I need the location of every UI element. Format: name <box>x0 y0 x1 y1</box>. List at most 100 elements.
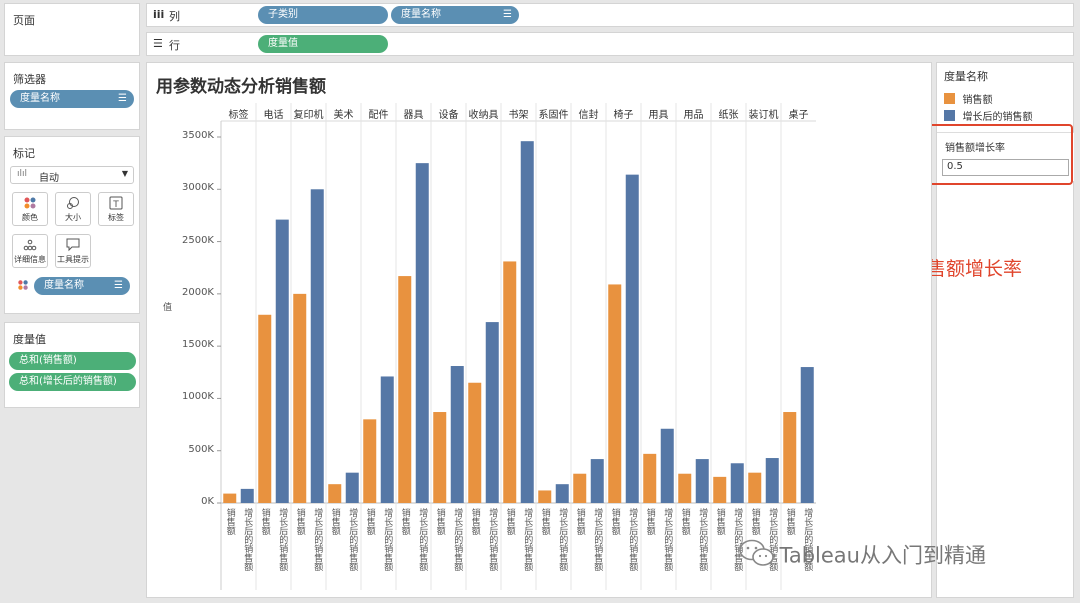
bar[interactable] <box>468 382 482 503</box>
x-tick-label: 增长后的销售额 <box>802 508 813 571</box>
detail-button[interactable]: 详细信息 <box>12 234 48 268</box>
pill-label: 总和(增长后的销售额) <box>19 376 117 387</box>
legend-swatch <box>944 93 955 104</box>
bar[interactable] <box>713 476 727 503</box>
x-tick-label: 增长后的销售额 <box>767 508 778 571</box>
legend-item-grown-sales[interactable]: 增长后的销售额 <box>944 108 1033 123</box>
bar[interactable] <box>433 412 447 503</box>
sort-icon: ☰ <box>118 93 127 104</box>
pages-title: 页面 <box>13 14 35 27</box>
category-header: 复印机 <box>293 110 324 121</box>
x-tick-label: 增长后的销售额 <box>522 508 533 571</box>
tooltip-button[interactable]: 工具提示 <box>55 234 91 268</box>
x-tick-label: 销售额 <box>259 508 270 535</box>
bar[interactable] <box>240 488 254 503</box>
x-tick-label: 销售额 <box>469 508 480 535</box>
columns-pill-measure-names[interactable]: 度量名称 ☰ <box>391 6 519 24</box>
bar[interactable] <box>345 472 359 503</box>
bar[interactable] <box>608 284 622 503</box>
size-button[interactable]: 大小 <box>55 192 91 226</box>
y-tick-label: 3500K <box>181 130 214 141</box>
bar[interactable] <box>398 276 412 503</box>
parameter-input[interactable]: 0.5 <box>942 159 1069 176</box>
marks-title: 标记 <box>13 147 35 160</box>
bar[interactable] <box>293 293 307 503</box>
bar[interactable] <box>555 484 569 503</box>
x-tick-label: 增长后的销售额 <box>627 508 638 571</box>
bar[interactable] <box>783 412 797 503</box>
x-tick-label: 销售额 <box>539 508 550 535</box>
bar[interactable] <box>695 459 709 503</box>
bar[interactable] <box>503 261 517 503</box>
y-axis-label: 值 <box>161 302 171 311</box>
columns-pill-subcategory[interactable]: 子类别 <box>258 6 388 24</box>
x-tick-label: 销售额 <box>504 508 515 535</box>
measure-pill-sales[interactable]: 总和(销售额) <box>9 352 136 370</box>
bar[interactable] <box>520 141 534 503</box>
x-tick-label: 增长后的销售额 <box>662 508 673 571</box>
bar[interactable] <box>258 314 272 503</box>
marks-pill-measure-names[interactable]: 度量名称 ☰ <box>34 277 130 295</box>
category-header: 电话 <box>263 110 284 121</box>
text-label-icon: T <box>99 196 133 212</box>
bar[interactable] <box>765 458 779 503</box>
svg-text:T: T <box>112 200 119 210</box>
watermark-text: Tableau从入门到精通 <box>779 543 986 568</box>
bar[interactable] <box>223 493 237 503</box>
x-tick-label: 销售额 <box>399 508 410 535</box>
x-tick-label: 销售额 <box>749 508 760 535</box>
x-tick-label: 增长后的销售额 <box>242 508 253 571</box>
bar[interactable] <box>328 484 342 503</box>
x-tick-label: 销售额 <box>679 508 690 535</box>
bar[interactable] <box>363 419 377 503</box>
bar[interactable] <box>625 174 639 503</box>
category-header: 设备 <box>438 110 459 121</box>
x-tick-label: 销售额 <box>609 508 620 535</box>
bar[interactable] <box>538 490 552 503</box>
bar[interactable] <box>748 472 762 503</box>
label-label: 标签 <box>108 213 124 222</box>
bar[interactable] <box>415 163 429 503</box>
parameter-control: 销售额增长率 0.5 <box>937 132 1074 181</box>
label-button[interactable]: T 标签 <box>98 192 134 226</box>
bar[interactable] <box>310 189 324 504</box>
mark-type-dropdown[interactable]: ılıl 自动 ▼ <box>10 166 134 184</box>
legend-item-sales[interactable]: 销售额 <box>944 91 993 106</box>
x-tick-label: 增长后的销售额 <box>732 508 743 571</box>
mark-type-value: 自动 <box>39 173 59 184</box>
bar[interactable] <box>380 376 394 503</box>
filter-pill-measure-names[interactable]: 度量名称 ☰ <box>10 90 134 108</box>
category-header: 椅子 <box>613 110 634 121</box>
x-tick-label: 增长后的销售额 <box>417 508 428 571</box>
bar[interactable] <box>660 428 674 503</box>
category-header: 用品 <box>683 110 704 121</box>
bar[interactable] <box>450 366 464 503</box>
filters-title: 筛选器 <box>13 73 46 86</box>
y-tick-label: 1000K <box>181 391 214 403</box>
x-tick-label: 销售额 <box>434 508 445 535</box>
bar[interactable] <box>590 459 604 503</box>
bar[interactable] <box>485 322 499 503</box>
color-button[interactable]: 颜色 <box>12 192 48 226</box>
bar[interactable] <box>573 473 587 503</box>
bar[interactable] <box>678 473 692 503</box>
color-label: 颜色 <box>22 213 38 222</box>
x-tick-label: 销售额 <box>574 508 585 535</box>
bar[interactable] <box>275 219 289 503</box>
measure-pill-grown-sales[interactable]: 总和(增长后的销售额) <box>9 373 136 391</box>
legend-swatch <box>944 110 955 121</box>
color-dots-icon <box>17 279 29 294</box>
bar[interactable] <box>800 367 814 503</box>
x-tick-label: 销售额 <box>294 508 305 535</box>
category-header: 器具 <box>403 110 424 121</box>
size-icon <box>56 196 90 212</box>
pill-label: 子类别 <box>268 9 298 20</box>
y-tick-label: 2500K <box>181 234 214 246</box>
x-tick-label: 销售额 <box>224 508 235 535</box>
rows-pill-measure-values[interactable]: 度量值 <box>258 35 388 53</box>
bar[interactable] <box>643 453 657 503</box>
bar[interactable] <box>730 463 744 503</box>
pages-card[interactable]: 页面 <box>4 3 140 56</box>
detail-label: 详细信息 <box>14 255 46 264</box>
wechat-icon <box>738 538 776 571</box>
